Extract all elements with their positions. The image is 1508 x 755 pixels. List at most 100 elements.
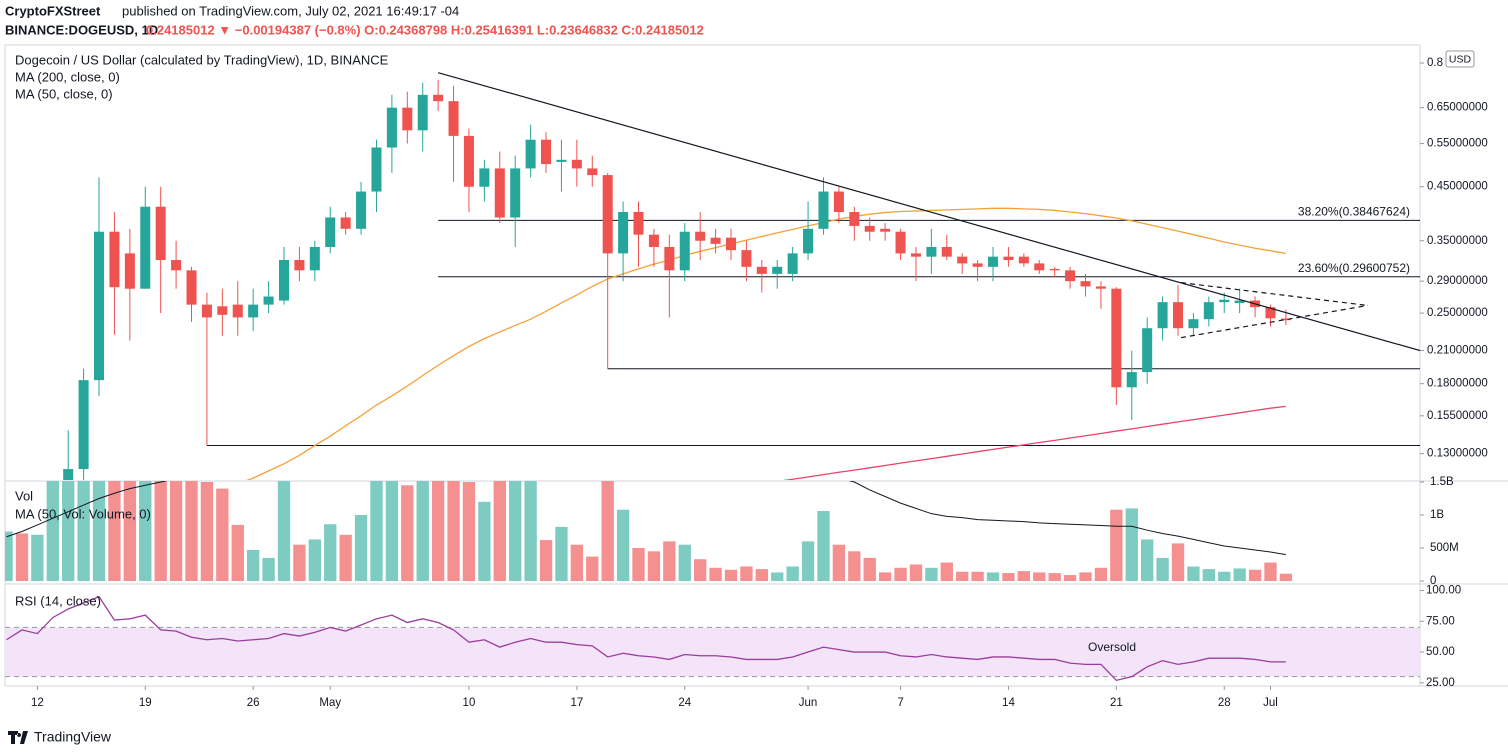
volume-bar xyxy=(139,481,152,581)
candle-body xyxy=(849,212,860,226)
volume-bar xyxy=(940,562,953,581)
candle-body xyxy=(633,212,644,235)
candle-body xyxy=(402,107,413,131)
y-tick-label: 0.8 xyxy=(1427,57,1443,69)
triangle-line xyxy=(1181,282,1368,307)
volume-bar xyxy=(1187,566,1200,581)
candle-body xyxy=(618,212,629,254)
header-symbol: BINANCE:DOGEUSD, 1D xyxy=(5,22,158,37)
candle-body xyxy=(1095,286,1106,289)
candle-body xyxy=(356,191,367,229)
candle-body xyxy=(818,191,829,229)
fib-label: 23.60%(0.29600752) xyxy=(1298,261,1410,275)
volume-bar xyxy=(478,501,491,581)
x-tick-label: 28 xyxy=(1218,697,1231,709)
header-published: published on TradingView.com, July 02, 2… xyxy=(122,3,459,18)
volume-bar xyxy=(971,571,984,581)
candle-body xyxy=(602,175,613,254)
candle-body xyxy=(340,217,351,229)
rsi-title: RSI (14, close) xyxy=(15,593,101,608)
volume-bar xyxy=(108,481,121,581)
candle-body xyxy=(109,231,120,288)
candle-body xyxy=(294,260,305,271)
volume-bar xyxy=(370,481,383,581)
volume-bar xyxy=(385,481,399,581)
y-tick-label: 25.00 xyxy=(1426,677,1455,689)
volume-bar xyxy=(986,572,1000,581)
volume-bar xyxy=(1218,571,1231,581)
y-tick-label: 0.65000000 xyxy=(1427,102,1488,114)
y-tick-label: 0.55000000 xyxy=(1427,138,1488,150)
volume-bar xyxy=(1048,573,1061,581)
header-author: CryptoFXStreet xyxy=(5,3,101,18)
volume-bar xyxy=(339,534,352,581)
candle-body xyxy=(926,246,937,257)
candle-body xyxy=(756,266,767,274)
candle-body xyxy=(32,609,42,616)
volume-bar xyxy=(46,481,59,581)
candle-body xyxy=(710,237,721,244)
candle-body xyxy=(1203,302,1214,320)
volume-bar xyxy=(524,481,537,581)
volume-bar xyxy=(31,534,44,581)
pane-border xyxy=(4,44,1421,687)
candle-body xyxy=(556,159,567,162)
volume-bar xyxy=(848,551,861,581)
volume-bar xyxy=(324,524,337,581)
legend-entry: MA (50, Vol: Volume, 0) xyxy=(15,506,151,521)
volume-bar xyxy=(431,481,445,581)
volume-bar xyxy=(894,567,907,581)
volume-bar xyxy=(401,485,414,581)
candle-body xyxy=(63,469,74,480)
chart-title: Dogecoin / US Dollar (calculated by Trad… xyxy=(15,52,389,67)
volume-bar xyxy=(1233,568,1246,581)
volume-bar xyxy=(308,539,321,581)
volume-bar xyxy=(169,481,183,581)
candle-body xyxy=(232,304,243,318)
currency-badge xyxy=(1445,50,1475,68)
volume-bar xyxy=(539,540,553,581)
candle-body xyxy=(494,168,505,218)
moving-average xyxy=(246,207,1287,480)
candle-body xyxy=(448,101,459,136)
x-tick-label: 21 xyxy=(1110,697,1123,709)
candle-body xyxy=(1188,319,1199,329)
candle-body xyxy=(833,191,844,213)
volume-bar xyxy=(786,566,799,581)
x-tick-label: Jul xyxy=(1263,697,1278,709)
candle-body xyxy=(864,225,875,232)
candle-body xyxy=(1157,302,1168,329)
currency-label: USD xyxy=(1449,53,1472,65)
volume-bar xyxy=(200,482,214,581)
y-tick-label: 100.00 xyxy=(1426,585,1461,597)
volume-bar xyxy=(1125,508,1138,581)
y-tick-label: 1.5B xyxy=(1430,476,1454,488)
volume-bar xyxy=(216,488,229,581)
volume-bar xyxy=(1002,573,1015,581)
candle-body xyxy=(571,159,582,169)
volume-bar xyxy=(740,566,753,581)
volume-bar xyxy=(15,533,29,581)
rsi-line xyxy=(6,595,1286,682)
volume-bar xyxy=(570,544,584,581)
volume-bar xyxy=(925,567,938,581)
candle-body xyxy=(664,246,675,271)
candle-body xyxy=(541,139,552,165)
volume-bar xyxy=(1156,557,1169,581)
candle-body xyxy=(17,613,27,616)
volume-pane xyxy=(5,481,1293,581)
candle-body xyxy=(325,217,336,247)
volume-bar xyxy=(262,557,275,581)
volume-bar xyxy=(277,481,291,581)
candle-body xyxy=(278,260,290,301)
volume-bar xyxy=(601,481,614,581)
y-tick-label: 0.18000000 xyxy=(1427,378,1488,390)
candle-body xyxy=(525,139,536,169)
x-tick-label: 12 xyxy=(31,697,44,709)
candle-body xyxy=(124,253,135,289)
candle-body xyxy=(957,256,968,264)
footer-logo xyxy=(8,731,28,744)
y-tick-label: 0.45000000 xyxy=(1427,181,1488,193)
volume-bar xyxy=(293,544,306,581)
